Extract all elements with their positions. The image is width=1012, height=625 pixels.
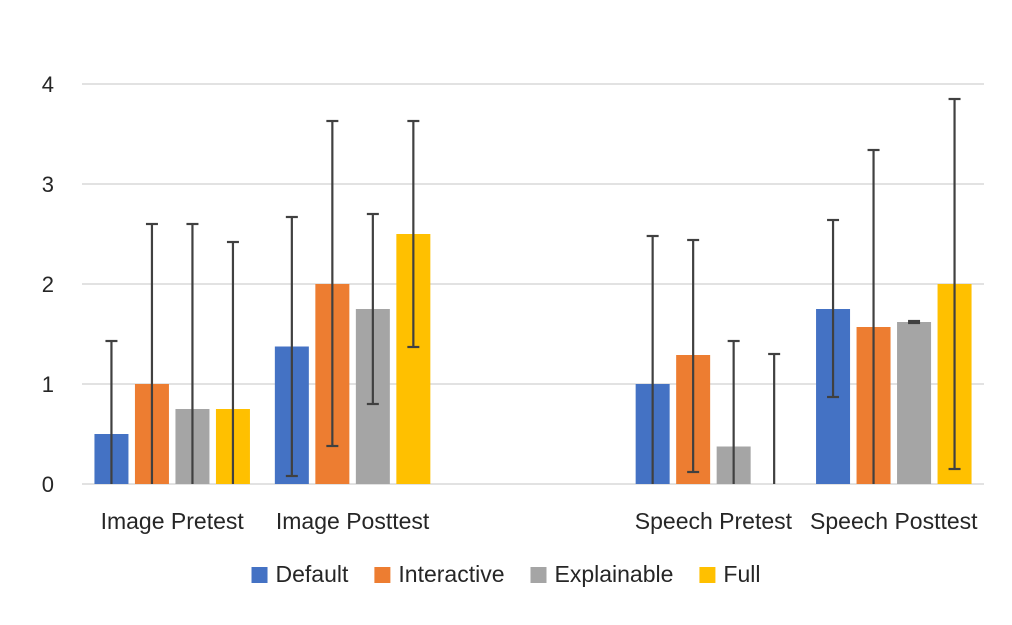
legend-swatch [374,567,391,583]
x-category-label: Speech Posttest [810,508,978,534]
bars [94,234,972,484]
x-axis-labels: Image Pretest Image Posttest Speech Pretes… [101,508,979,534]
bar [897,322,932,484]
y-tick-label: 4 [42,72,54,97]
x-category-label: Speech Pretest [635,508,793,534]
x-category-label: Image Posttest [276,508,430,534]
y-tick-label: 2 [42,272,54,297]
legend-label: Full [723,561,760,587]
legend-swatch [251,567,268,583]
y-tick-label: 3 [42,172,54,197]
legend-swatch [699,567,716,583]
y-tick-label: 1 [42,372,54,397]
legend-label: Default [276,561,349,587]
legend-label: Interactive [398,561,504,587]
y-tick-label: 0 [42,472,54,497]
legend: Default Interactive Explainable Full [251,561,760,587]
legend-label: Explainable [555,561,674,587]
y-axis-ticks: 0 1 2 3 4 [42,72,54,497]
x-category-label: Image Pretest [101,508,245,534]
error-bars [105,97,961,484]
legend-swatch [530,567,547,583]
